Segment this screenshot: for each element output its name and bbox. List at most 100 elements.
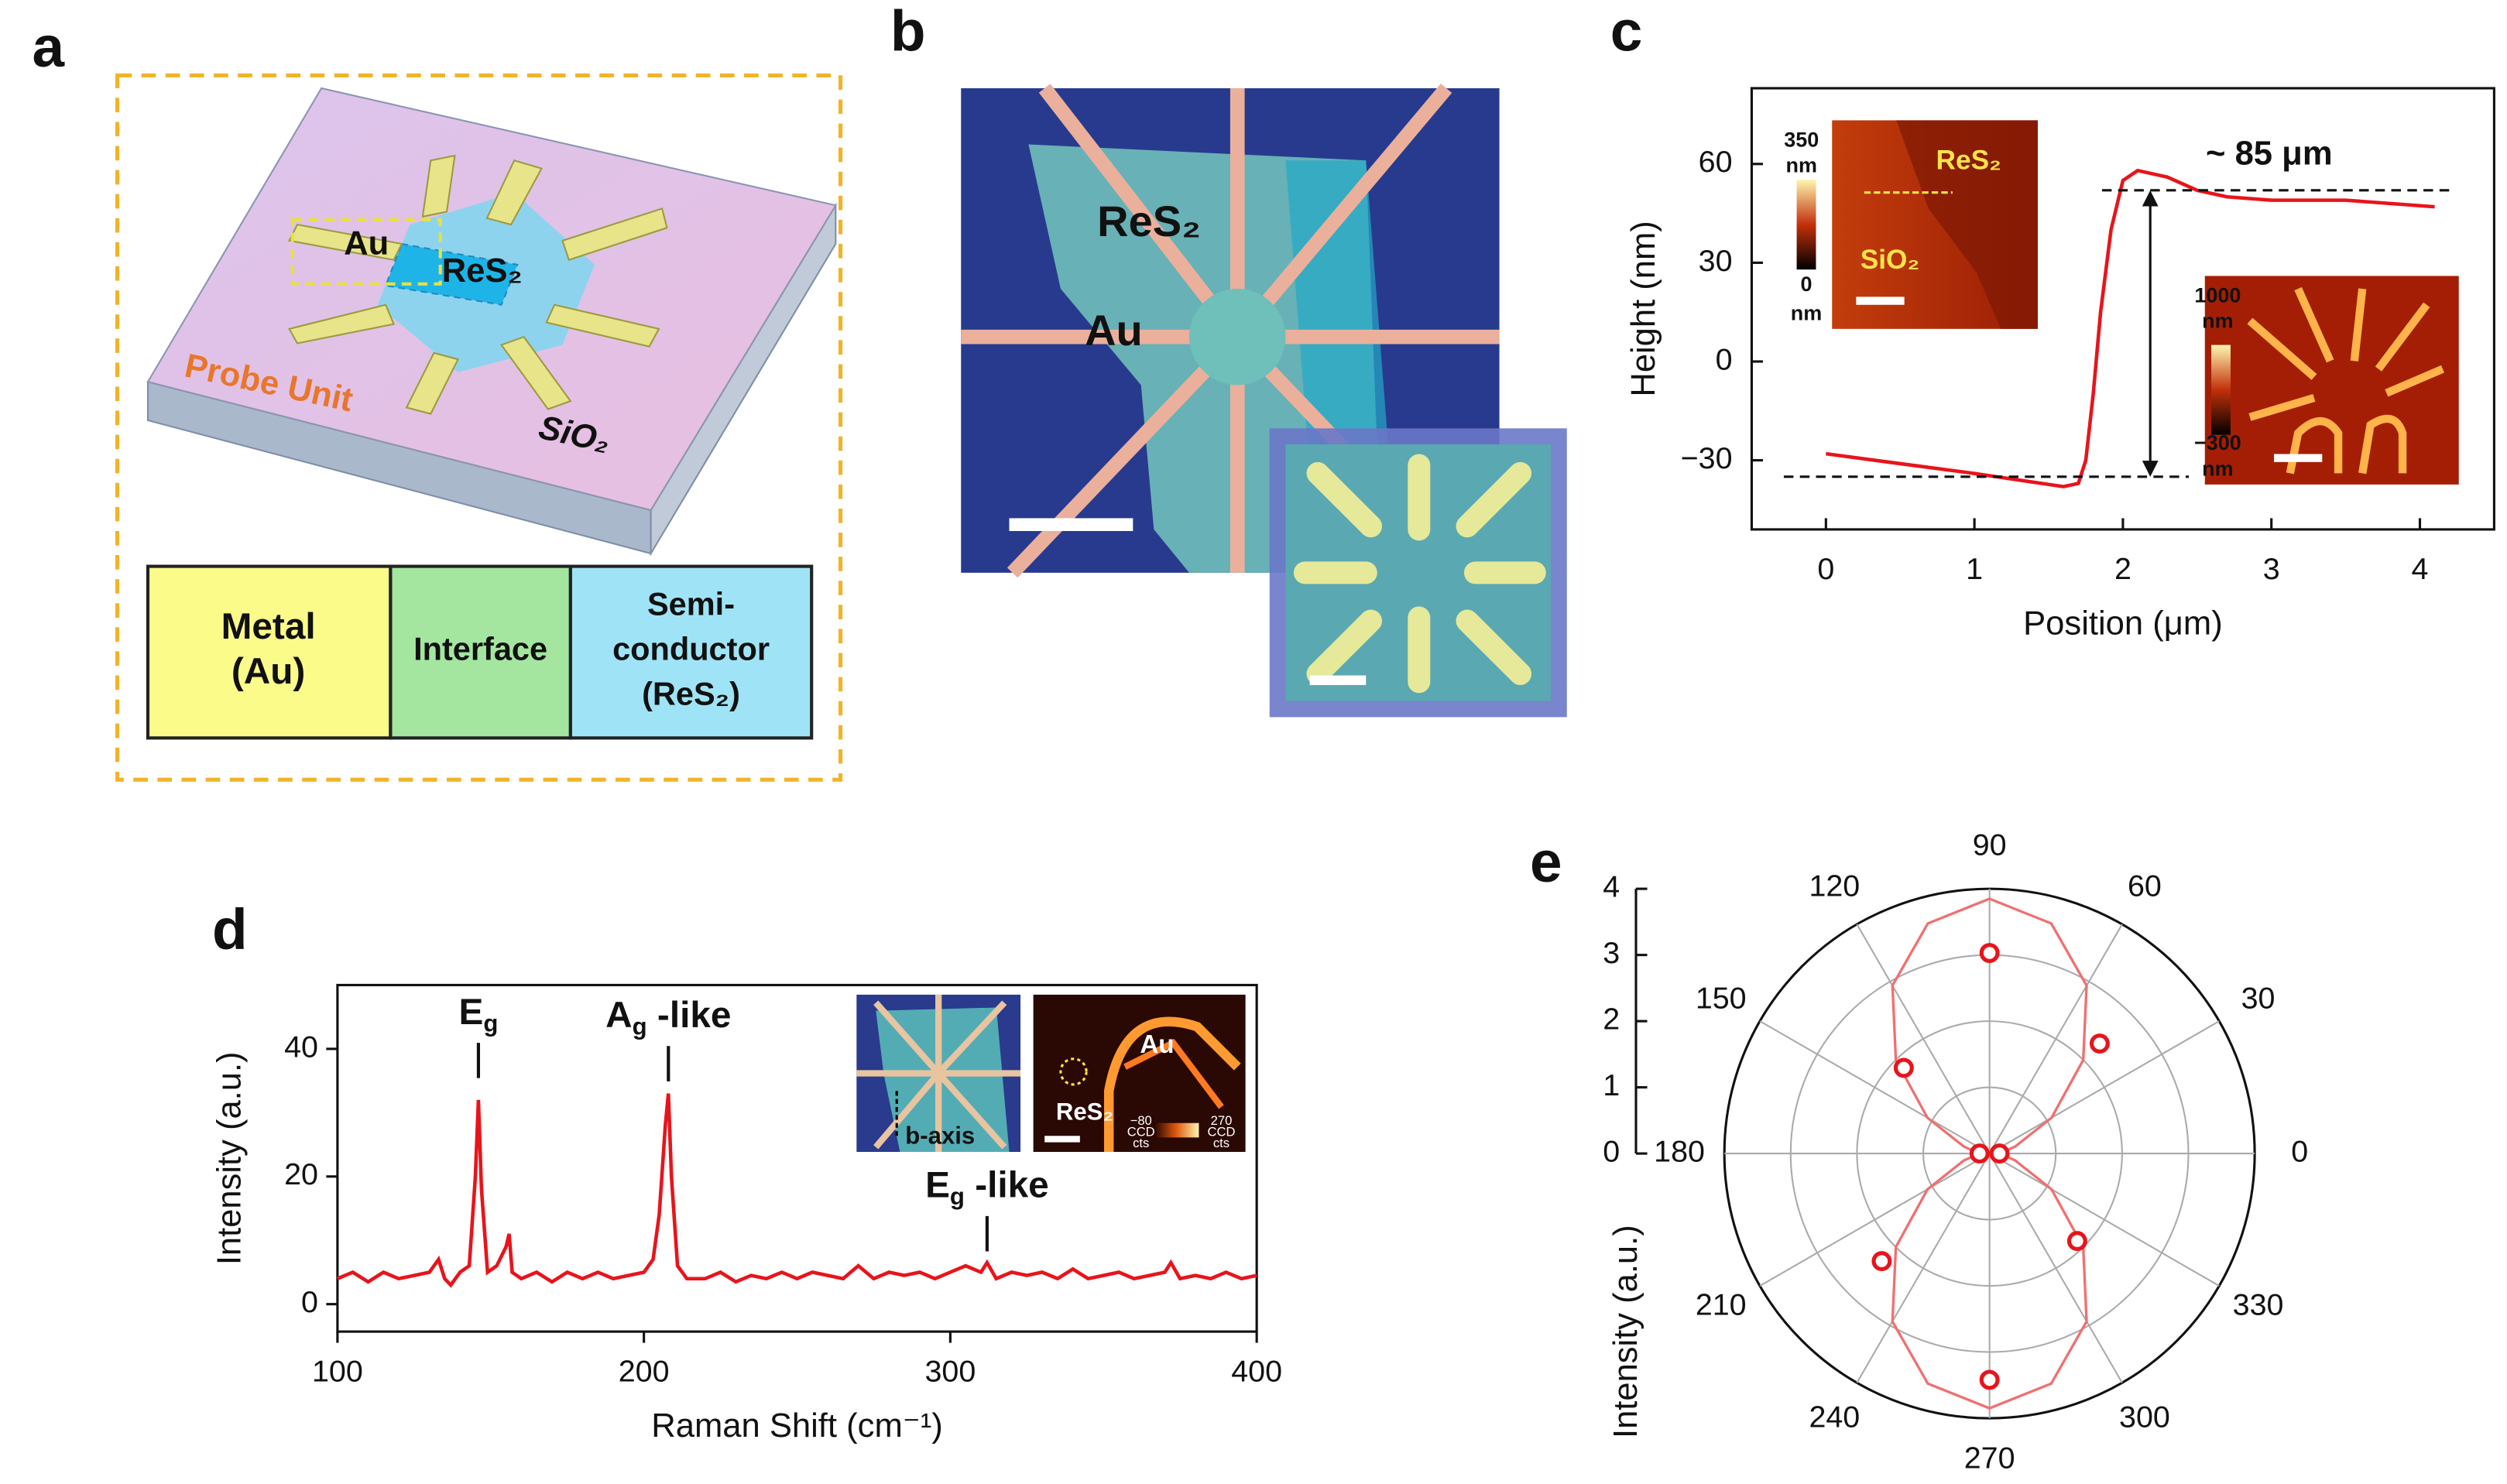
colorbar-label: nm — [1791, 301, 1822, 324]
zone-label: conductor — [612, 630, 770, 667]
panel-label: c — [1610, 0, 1643, 63]
micrograph — [961, 83, 1567, 718]
polar-grid-spoke — [1988, 1153, 2123, 1383]
colorbar-label: 350 — [1784, 129, 1819, 152]
data-point — [1979, 1369, 2000, 1390]
x-tick-label: 100 — [312, 1354, 363, 1388]
arrow-head — [2142, 461, 2159, 477]
peak-label: Eg -like — [925, 1164, 1049, 1210]
data-point — [1979, 943, 2000, 964]
y-tick-label: 20 — [284, 1157, 318, 1191]
peak-label-sub: g — [633, 1013, 647, 1040]
colorbar-label: −300 — [2194, 431, 2241, 454]
schematic — [115, 73, 843, 782]
angle-tick-label: 210 — [1696, 1287, 1747, 1321]
zone-label: Interface — [413, 630, 547, 667]
x-axis-title: Raman Shift (cm⁻¹) — [651, 1407, 943, 1445]
y-axis-title: Intensity (a.u.) — [211, 1051, 248, 1265]
r-tick-label: 0 — [1603, 1135, 1620, 1169]
peak-label-sub: g — [950, 1183, 965, 1210]
x-tick-label: 300 — [925, 1354, 976, 1388]
data-point — [2066, 1231, 2087, 1252]
afm-label: SiO₂ — [1861, 245, 1919, 275]
angle-tick-label: 90 — [1973, 828, 2007, 862]
micrograph-label: Au — [1085, 306, 1143, 355]
angle-tick-label: 240 — [1809, 1400, 1860, 1434]
colorbar-label: nm — [2202, 457, 2233, 480]
polar-grid-spoke — [1759, 1153, 1991, 1287]
peak-label-main: A — [605, 995, 632, 1036]
step-label: ~ 85 μm — [2206, 135, 2333, 173]
panel-label: b — [890, 0, 926, 63]
zone-label: (Au) — [231, 651, 305, 692]
angle-tick-label: 60 — [2128, 869, 2162, 903]
x-axis-title: Position (μm) — [2023, 605, 2223, 643]
raman-insets — [856, 994, 1246, 1153]
r-axis-title: Intensity (a.u.) — [1607, 1225, 1644, 1438]
data-line — [1826, 168, 2435, 488]
x-tick-label: 0 — [1817, 552, 1834, 586]
x-tick-label: 400 — [1231, 1354, 1282, 1388]
electrode-label: Au — [344, 225, 389, 262]
panel-label: d — [212, 896, 248, 961]
panel-label: e — [1530, 829, 1562, 894]
y-tick-label: 0 — [1716, 342, 1733, 376]
panel-label: a — [32, 14, 64, 79]
colorbar-label: 270 — [1211, 1113, 1233, 1128]
polar-grid-spoke — [1759, 1020, 1991, 1154]
peak-label-main: E — [925, 1164, 950, 1205]
y-tick-label: −30 — [1681, 441, 1733, 475]
afm-label: ReS₂ — [1936, 146, 2001, 176]
arrow-head — [2142, 190, 2159, 207]
colorbar-label: −80 — [1130, 1113, 1152, 1128]
peak-label-suffix: -like — [965, 1164, 1049, 1205]
data-point — [1969, 1143, 1990, 1164]
x-tick-label: 200 — [619, 1354, 670, 1388]
r-tick-label: 4 — [1603, 870, 1620, 904]
x-tick-label: 3 — [2263, 552, 2280, 586]
peak-label-suffix: -like — [647, 995, 732, 1036]
polar-grid-spoke — [1989, 1020, 2220, 1154]
colorbar-label: cts — [1213, 1136, 1229, 1150]
x-tick-label: 1 — [1966, 552, 1983, 586]
angle-tick-label: 0 — [2291, 1135, 2308, 1169]
zone-label: (ReS₂) — [642, 675, 740, 711]
angle-tick-label: 30 — [2241, 982, 2276, 1016]
y-tick-label: 60 — [1699, 145, 1733, 179]
y-tick-label: 40 — [284, 1030, 318, 1064]
y-axis-title: Height (nm) — [1625, 221, 1662, 396]
zone-label: Metal — [221, 606, 316, 647]
micrograph-label: ReS₂ — [1097, 197, 1201, 245]
peak-label-main: E — [458, 991, 483, 1032]
zone-label: Semi- — [647, 585, 735, 622]
inset-label: Au — [1140, 1030, 1174, 1059]
peak-label: Eg — [458, 991, 498, 1037]
angle-tick-label: 300 — [2119, 1400, 2170, 1434]
polar-grid-spoke — [1989, 1153, 2220, 1287]
y-tick-label: 0 — [301, 1285, 318, 1319]
peak-label: Ag -like — [605, 995, 731, 1040]
colorbar-label: 0 — [1801, 272, 1813, 296]
data-line — [336, 1093, 1257, 1288]
angle-tick-label: 330 — [2233, 1287, 2284, 1321]
x-tick-label: 4 — [2412, 552, 2429, 586]
peak-label-sub: g — [483, 1010, 498, 1037]
data-point — [1989, 1143, 2010, 1164]
colorbar-label: nm — [2202, 310, 2233, 333]
data-point — [1893, 1057, 1914, 1078]
inset-label: ReS₂ — [1056, 1098, 1113, 1126]
inset-label: b-axis — [905, 1122, 975, 1150]
colorbar-label: cts — [1133, 1136, 1149, 1150]
angle-tick-label: 120 — [1809, 869, 1860, 903]
colorbar-label: CCD — [1127, 1125, 1155, 1140]
plot-frame — [336, 983, 1258, 1333]
data-point — [1871, 1251, 1892, 1272]
colorbar-label: 1000 — [2194, 284, 2241, 307]
x-tick-label: 2 — [2114, 552, 2131, 586]
channel-label: ReS₂ — [442, 252, 523, 290]
r-tick-label: 2 — [1603, 1002, 1620, 1037]
r-tick-label: 3 — [1603, 936, 1620, 970]
colorbar-label: nm — [1786, 154, 1817, 177]
polar-grid-spoke — [1856, 1153, 1991, 1383]
